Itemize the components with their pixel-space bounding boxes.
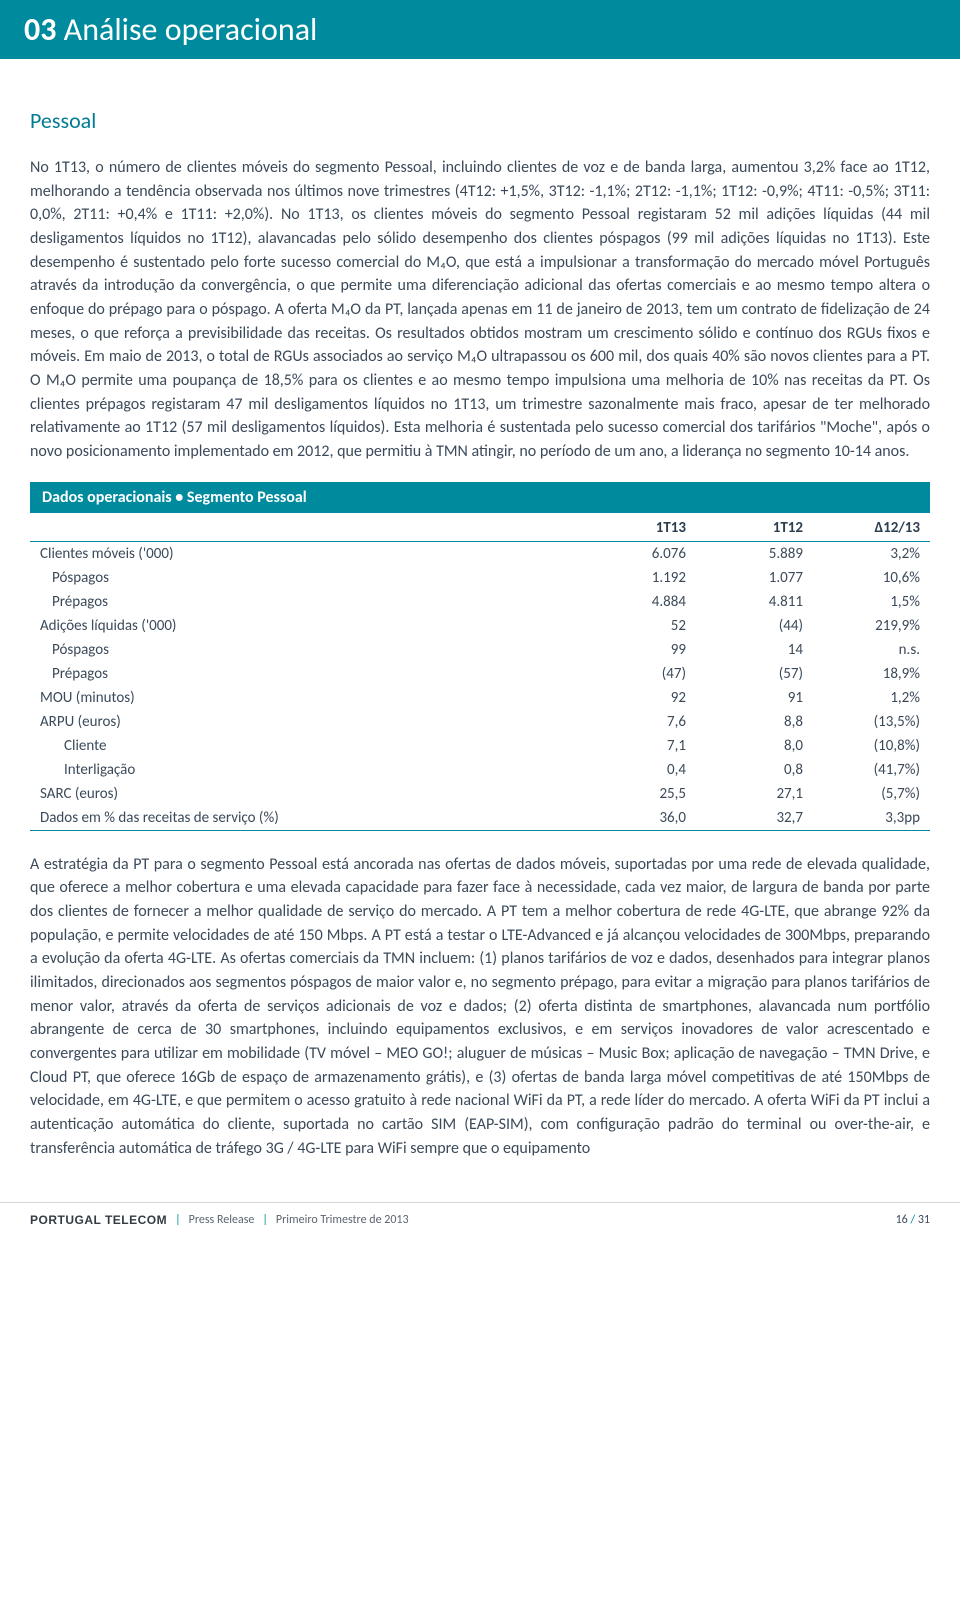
section-title: Análise operacional — [64, 10, 318, 49]
table-row: Adições líquidas ('000)52(44)219,9% — [30, 614, 930, 638]
row-label: Clientes móveis ('000) — [30, 541, 579, 566]
row-value: 92 — [579, 686, 696, 710]
table-row: ARPU (euros)7,68,8(13,5%) — [30, 710, 930, 734]
row-label: Prépagos — [30, 662, 579, 686]
row-value: 4.811 — [696, 590, 813, 614]
table-row: Póspagos9914n.s. — [30, 638, 930, 662]
row-value: 5.889 — [696, 541, 813, 566]
section-banner: 03 Análise operacional — [0, 0, 960, 59]
row-value: (47) — [579, 662, 696, 686]
subsection-title: Pessoal — [30, 107, 930, 134]
col-header-label — [30, 513, 579, 542]
page-total: 31 — [918, 1213, 930, 1227]
row-value: 27,1 — [696, 782, 813, 806]
page-footer: PORTUGAL TELECOM | Press Release | Prime… — [0, 1202, 960, 1237]
row-value: 14 — [696, 638, 813, 662]
row-value: 219,9% — [813, 614, 930, 638]
footer-doc: Press Release — [189, 1213, 255, 1227]
brand-name: PORTUGAL TELECOM — [30, 1213, 167, 1227]
table-row: Prépagos4.8844.8111,5% — [30, 590, 930, 614]
row-label: MOU (minutos) — [30, 686, 579, 710]
row-value: 1,5% — [813, 590, 930, 614]
row-value: 1.077 — [696, 566, 813, 590]
row-label: ARPU (euros) — [30, 710, 579, 734]
page-sep: / — [910, 1213, 917, 1227]
row-value: 1.192 — [579, 566, 696, 590]
row-label: Póspagos — [30, 566, 579, 590]
row-label: Interligação — [30, 758, 579, 782]
row-value: 18,9% — [813, 662, 930, 686]
row-value: 0,4 — [579, 758, 696, 782]
table-row: SARC (euros)25,527,1(5,7%) — [30, 782, 930, 806]
row-value: 52 — [579, 614, 696, 638]
page-content: Pessoal No 1T13, o número de clientes mó… — [0, 107, 960, 1202]
row-value: 32,7 — [696, 806, 813, 831]
row-value: 0,8 — [696, 758, 813, 782]
row-value: (5,7%) — [813, 782, 930, 806]
row-value: 8,8 — [696, 710, 813, 734]
footer-sep-2: | — [262, 1213, 268, 1227]
footer-left: PORTUGAL TELECOM | Press Release | Prime… — [30, 1213, 409, 1227]
row-label: Cliente — [30, 734, 579, 758]
page-current: 16 — [896, 1213, 908, 1227]
table-row: Dados em % das receitas de serviço (%)36… — [30, 806, 930, 831]
row-value: 7,6 — [579, 710, 696, 734]
row-value: 25,5 — [579, 782, 696, 806]
row-value: 3,3pp — [813, 806, 930, 831]
row-value: 7,1 — [579, 734, 696, 758]
paragraph-1: No 1T13, o número de clientes móveis do … — [30, 156, 930, 464]
col-header-1t12: 1T12 — [696, 513, 813, 542]
table-header-row: 1T13 1T12 Δ12/13 — [30, 513, 930, 542]
table-row: Prépagos(47)(57)18,9% — [30, 662, 930, 686]
row-label: Dados em % das receitas de serviço (%) — [30, 806, 579, 831]
row-value: 10,6% — [813, 566, 930, 590]
row-value: 4.884 — [579, 590, 696, 614]
footer-period: Primeiro Trimestre de 2013 — [276, 1213, 409, 1227]
row-label: Prépagos — [30, 590, 579, 614]
row-value: 6.076 — [579, 541, 696, 566]
operational-data-table: 1T13 1T12 Δ12/13 Clientes móveis ('000)6… — [30, 513, 930, 831]
row-label: SARC (euros) — [30, 782, 579, 806]
footer-sep-1: | — [175, 1213, 181, 1227]
table-row: Interligação0,40,8(41,7%) — [30, 758, 930, 782]
paragraph-2: A estratégia da PT para o segmento Pesso… — [30, 853, 930, 1161]
row-value: 91 — [696, 686, 813, 710]
section-number: 03 — [24, 10, 56, 49]
row-label: Adições líquidas ('000) — [30, 614, 579, 638]
table-row: MOU (minutos)92911,2% — [30, 686, 930, 710]
row-value: 3,2% — [813, 541, 930, 566]
table-row: Póspagos1.1921.07710,6% — [30, 566, 930, 590]
row-value: 8,0 — [696, 734, 813, 758]
row-label: Póspagos — [30, 638, 579, 662]
row-value: (44) — [696, 614, 813, 638]
page-number: 16 / 31 — [896, 1213, 930, 1227]
row-value: (57) — [696, 662, 813, 686]
row-value: n.s. — [813, 638, 930, 662]
row-value: 99 — [579, 638, 696, 662]
col-header-delta: Δ12/13 — [813, 513, 930, 542]
table-row: Cliente7,18,0(10,8%) — [30, 734, 930, 758]
col-header-1t13: 1T13 — [579, 513, 696, 542]
row-value: 1,2% — [813, 686, 930, 710]
row-value: 36,0 — [579, 806, 696, 831]
row-value: (13,5%) — [813, 710, 930, 734]
table-title: Dados operacionais • Segmento Pessoal — [30, 482, 930, 513]
row-value: (10,8%) — [813, 734, 930, 758]
table-row: Clientes móveis ('000)6.0765.8893,2% — [30, 541, 930, 566]
row-value: (41,7%) — [813, 758, 930, 782]
